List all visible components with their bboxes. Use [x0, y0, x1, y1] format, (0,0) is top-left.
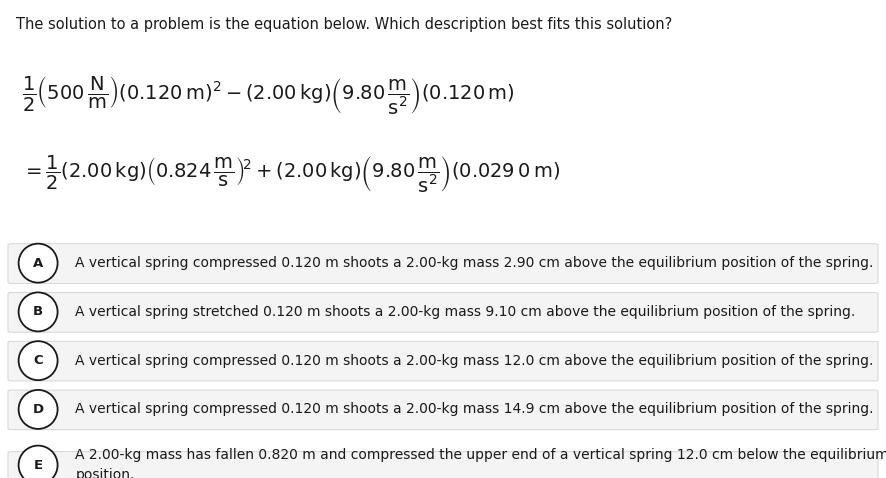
Ellipse shape — [19, 390, 58, 429]
FancyBboxPatch shape — [8, 293, 878, 332]
Text: D: D — [33, 403, 43, 416]
Ellipse shape — [19, 293, 58, 331]
Text: A vertical spring compressed 0.120 m shoots a 2.00-kg mass 2.90 cm above the equ: A vertical spring compressed 0.120 m sho… — [75, 256, 874, 270]
Text: The solution to a problem is the equation below. Which description best fits thi: The solution to a problem is the equatio… — [16, 17, 672, 32]
Text: A vertical spring stretched 0.120 m shoots a 2.00-kg mass 9.10 cm above the equi: A vertical spring stretched 0.120 m shoo… — [75, 305, 856, 319]
FancyBboxPatch shape — [8, 452, 878, 478]
Ellipse shape — [19, 445, 58, 478]
Text: A 2.00-kg mass has fallen 0.820 m and compressed the upper end of a vertical spr: A 2.00-kg mass has fallen 0.820 m and co… — [75, 448, 886, 478]
FancyBboxPatch shape — [8, 244, 878, 283]
Text: A vertical spring compressed 0.120 m shoots a 2.00-kg mass 12.0 cm above the equ: A vertical spring compressed 0.120 m sho… — [75, 354, 874, 368]
Text: B: B — [33, 305, 43, 318]
Text: E: E — [34, 458, 43, 472]
Text: A: A — [33, 257, 43, 270]
Text: A vertical spring compressed 0.120 m shoots a 2.00-kg mass 14.9 cm above the equ: A vertical spring compressed 0.120 m sho… — [75, 402, 874, 416]
Ellipse shape — [19, 244, 58, 282]
Text: $\dfrac{1}{2}\left(500\,\dfrac{\mathrm{N}}{\mathrm{m}}\right)(0.120\,\mathrm{m}): $\dfrac{1}{2}\left(500\,\dfrac{\mathrm{N… — [22, 75, 515, 117]
Text: C: C — [34, 354, 43, 367]
Text: $= \dfrac{1}{2}(2.00\,\mathrm{kg})\left(0.824\,\dfrac{\mathrm{m}}{\mathrm{s}}\ri: $= \dfrac{1}{2}(2.00\,\mathrm{kg})\left(… — [22, 154, 560, 195]
FancyBboxPatch shape — [8, 341, 878, 381]
FancyBboxPatch shape — [8, 390, 878, 430]
Ellipse shape — [19, 341, 58, 380]
